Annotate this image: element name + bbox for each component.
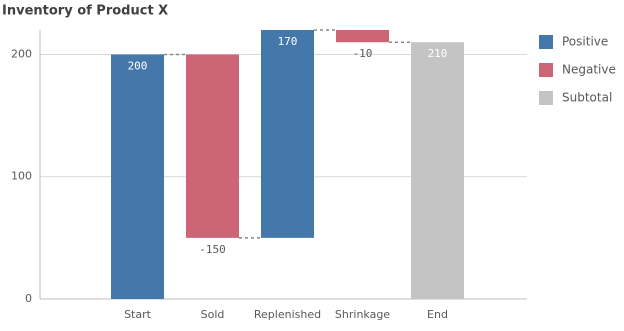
x-tick-label: Sold xyxy=(201,308,225,321)
legend-label: Subtotal xyxy=(562,91,612,105)
value-label: 170 xyxy=(278,35,298,48)
legend-swatch xyxy=(539,35,553,49)
legend-swatch xyxy=(539,91,553,105)
y-tick-label: 200 xyxy=(11,47,32,60)
value-label: 200 xyxy=(128,59,148,72)
value-label: -10 xyxy=(353,47,373,60)
chart-title: Inventory of Product X xyxy=(2,4,168,19)
bar xyxy=(111,54,164,299)
x-tick-label: Replenished xyxy=(254,308,321,321)
bar xyxy=(261,30,314,238)
y-tick-label: 100 xyxy=(11,170,32,183)
x-tick-label: Start xyxy=(124,308,152,321)
y-tick-label: 0 xyxy=(25,292,32,305)
legend-label: Negative xyxy=(562,63,616,77)
legend-label: Positive xyxy=(562,35,608,49)
value-label: -150 xyxy=(199,243,226,256)
legend-swatch xyxy=(539,63,553,77)
bar xyxy=(411,42,464,300)
x-tick-label: Shrinkage xyxy=(335,308,390,321)
bar xyxy=(186,54,239,238)
bar xyxy=(336,30,389,43)
x-tick-label: End xyxy=(427,308,448,321)
value-label: 210 xyxy=(428,47,448,60)
